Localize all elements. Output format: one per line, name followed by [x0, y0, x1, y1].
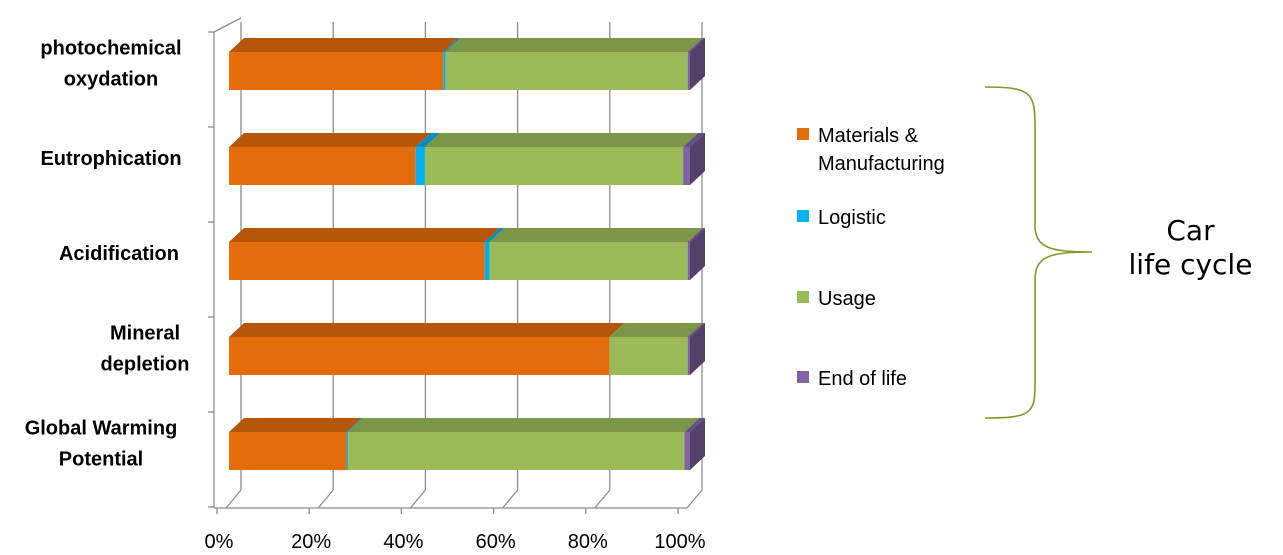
- legend: Materials & Manufacturing Logistic Usage…: [797, 0, 997, 555]
- curly-brace-shape: [984, 86, 1093, 419]
- bar-segment-materials-manufacturing-top: [229, 228, 500, 242]
- bar-segment-end-of-life-side: [690, 228, 705, 280]
- category-label: photochemical oxydation: [40, 38, 181, 91]
- bar-segment-usage: [445, 52, 688, 90]
- category-label-line: photochemical: [40, 38, 181, 60]
- legend-label-line: Usage: [818, 288, 876, 310]
- bar-segment-logistic-top: [346, 418, 363, 432]
- bar-group-mineral-depletion: [229, 323, 705, 375]
- bar-group-eutrophication: [229, 133, 705, 185]
- floor-gridline: [686, 489, 703, 509]
- bar-segment-logistic-top: [415, 133, 440, 147]
- x-tick-label: 20%: [291, 531, 331, 553]
- legend-label-line: End of life: [818, 368, 907, 390]
- x-tick-label: 100%: [654, 531, 705, 553]
- bar-segment-usage-top: [609, 323, 703, 337]
- bar-group-photochemical-oxydation: [229, 38, 705, 90]
- bar-segment-usage-top: [424, 133, 699, 147]
- floor-gridline: [225, 489, 242, 509]
- legend-label-line: Logistic: [818, 207, 886, 229]
- bar-segment-logistic-top: [443, 38, 461, 52]
- annotation-line-1: Car: [1166, 214, 1215, 247]
- bar-segment-end-of-life-side: [690, 323, 705, 375]
- bar-segment-end-of-life-top: [687, 323, 705, 337]
- category-label-line: Global Warming: [25, 418, 178, 440]
- bars-layer: [229, 38, 705, 470]
- bar-segment-end-of-life-side: [690, 38, 705, 90]
- legend-item-materials-manufacturing: Materials & Manufacturing: [797, 122, 983, 178]
- bar-segment-logistic: [443, 52, 446, 90]
- x-tick-label: 60%: [476, 531, 516, 553]
- x-tick-label: 40%: [383, 531, 423, 553]
- bar-segment-end-of-life: [687, 337, 690, 375]
- bar-group-global-warming-potential: [229, 418, 705, 470]
- legend-item-end-of-life: End of life: [797, 365, 983, 393]
- legend-item-logistic: Logistic: [797, 204, 983, 232]
- category-label-line: Eutrophication: [40, 148, 181, 170]
- category-label-line: Potential: [59, 449, 143, 471]
- bar-segment-materials-manufacturing: [229, 432, 347, 470]
- legend-swatch-usage: [797, 291, 809, 303]
- bar-segment-logistic: [346, 432, 348, 470]
- bar-segment-materials-manufacturing-top: [229, 418, 362, 432]
- floor-gridline: [317, 489, 334, 509]
- legend-label-line: Materials &: [818, 125, 919, 147]
- bar-segment-usage: [609, 337, 688, 375]
- floor-gridline: [409, 489, 426, 509]
- car-life-cycle-annotation: Car life cycle: [1108, 214, 1273, 282]
- legend-label-line: Manufacturing: [818, 153, 945, 175]
- category-label: Mineral depletion: [101, 323, 190, 376]
- bar-segment-materials-manufacturing-top: [229, 133, 431, 147]
- x-tick-label: 0%: [205, 531, 234, 553]
- category-label: Eutrophication: [40, 148, 181, 170]
- annotation-line-2: life cycle: [1128, 248, 1253, 281]
- bar-segment-end-of-life-side: [690, 418, 705, 470]
- bar-segment-materials-manufacturing-top: [229, 323, 625, 337]
- legend-swatch-logistic: [797, 210, 809, 222]
- bar-segment-materials-manufacturing: [229, 242, 485, 280]
- bar-group-acidification: [229, 228, 705, 280]
- category-label-line: oxydation: [64, 69, 158, 91]
- bar-segment-logistic: [415, 147, 425, 185]
- category-label-line: Mineral: [110, 323, 180, 345]
- bar-segment-end-of-life-top: [683, 133, 705, 147]
- bar-segment-end-of-life-top: [687, 38, 705, 52]
- legend-swatch-materials-manufacturing: [797, 128, 809, 140]
- category-label: Acidification: [59, 243, 179, 265]
- x-tick-label: 80%: [568, 531, 608, 553]
- category-label-line: depletion: [101, 354, 190, 376]
- bar-segment-end-of-life: [687, 242, 690, 280]
- legend-item-usage: Usage: [797, 285, 983, 313]
- side-wall-top-edge: [213, 17, 242, 33]
- bar-segment-materials-manufacturing-top: [229, 38, 459, 52]
- bar-segment-materials-manufacturing: [229, 52, 444, 90]
- bar-segment-usage: [489, 242, 688, 280]
- labels-layer: photochemical oxydation Eutrophication Acid…: [25, 38, 706, 554]
- bar-segment-end-of-life: [683, 147, 690, 185]
- bar-segment-logistic-top: [484, 228, 505, 242]
- bar-segment-end-of-life-top: [684, 418, 705, 432]
- bar-segment-end-of-life-top: [687, 228, 705, 242]
- bar-segment-end-of-life: [684, 432, 690, 470]
- legend-swatch-end-of-life: [797, 371, 809, 383]
- bar-segment-end-of-life: [687, 52, 690, 90]
- bar-segment-logistic: [484, 242, 490, 280]
- bar-segment-usage: [347, 432, 685, 470]
- category-label: Global Warming Potential: [25, 418, 178, 471]
- floor-gridline: [502, 489, 519, 509]
- bar-segment-materials-manufacturing: [229, 147, 416, 185]
- bar-segment-usage-top: [489, 228, 703, 242]
- category-label-line: Acidification: [59, 243, 179, 265]
- bar-segment-materials-manufacturing: [229, 337, 610, 375]
- floor-gridline: [594, 489, 611, 509]
- bar-segment-usage-top: [347, 418, 700, 432]
- bar-segment-end-of-life-side: [690, 133, 705, 185]
- bar-segment-usage-top: [445, 38, 703, 52]
- bar-segment-usage: [424, 147, 684, 185]
